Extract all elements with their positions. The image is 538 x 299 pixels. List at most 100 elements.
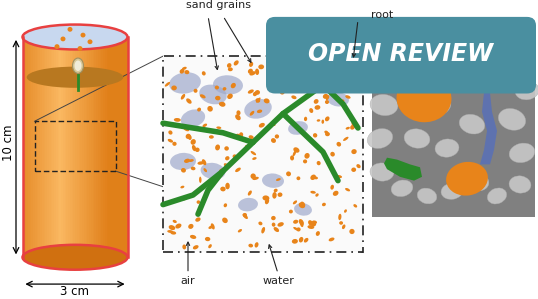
Ellipse shape [309,108,313,113]
Ellipse shape [299,237,303,242]
Ellipse shape [199,177,202,183]
Ellipse shape [188,224,194,229]
Ellipse shape [441,183,463,199]
Polygon shape [56,37,58,257]
Ellipse shape [219,102,222,106]
Ellipse shape [239,132,243,137]
Text: water: water [262,277,294,286]
Polygon shape [79,37,80,257]
Ellipse shape [290,155,294,161]
Ellipse shape [250,111,254,116]
Ellipse shape [515,81,538,100]
Polygon shape [91,37,93,257]
Ellipse shape [231,83,236,88]
Ellipse shape [498,109,526,130]
Ellipse shape [350,125,355,130]
Ellipse shape [189,159,194,162]
Ellipse shape [265,198,269,204]
Ellipse shape [77,46,82,51]
Polygon shape [121,37,122,257]
Polygon shape [89,37,91,257]
Ellipse shape [171,86,177,90]
Polygon shape [384,158,422,181]
Ellipse shape [181,109,205,127]
Text: sand grains: sand grains [186,0,251,10]
Ellipse shape [475,71,499,91]
Ellipse shape [509,143,535,163]
Ellipse shape [195,148,200,152]
Polygon shape [65,37,66,257]
Polygon shape [117,37,119,257]
Ellipse shape [184,159,190,163]
Ellipse shape [351,121,357,126]
Polygon shape [61,37,63,257]
Ellipse shape [255,68,259,75]
Ellipse shape [340,99,344,103]
Ellipse shape [286,76,291,80]
Ellipse shape [314,99,318,104]
Ellipse shape [224,146,229,151]
Ellipse shape [207,106,213,112]
Polygon shape [52,37,54,257]
Ellipse shape [324,71,329,74]
Ellipse shape [205,237,210,241]
Ellipse shape [465,172,489,191]
Ellipse shape [338,214,342,220]
Polygon shape [107,37,108,257]
Ellipse shape [60,36,66,41]
Ellipse shape [251,151,256,155]
Ellipse shape [304,238,308,242]
Polygon shape [103,37,105,257]
Ellipse shape [172,142,176,146]
Ellipse shape [215,96,221,100]
Polygon shape [105,37,107,257]
Ellipse shape [165,82,170,87]
Ellipse shape [310,191,316,194]
Polygon shape [63,37,65,257]
Ellipse shape [446,162,488,196]
Ellipse shape [23,245,128,270]
Ellipse shape [349,229,355,234]
Ellipse shape [296,176,300,180]
Ellipse shape [351,149,357,154]
Ellipse shape [192,145,196,151]
Ellipse shape [351,167,356,172]
Ellipse shape [191,167,195,170]
Ellipse shape [313,133,317,138]
Polygon shape [98,37,100,257]
Polygon shape [68,37,70,257]
Ellipse shape [171,231,176,235]
Ellipse shape [167,230,173,233]
Ellipse shape [293,147,300,153]
Ellipse shape [423,94,451,116]
Ellipse shape [188,135,192,140]
Ellipse shape [305,153,310,159]
Polygon shape [47,37,49,257]
Ellipse shape [168,139,173,143]
Ellipse shape [175,224,181,228]
Ellipse shape [218,172,223,177]
Ellipse shape [314,83,320,89]
Polygon shape [93,37,94,257]
Ellipse shape [286,65,289,72]
Ellipse shape [223,87,226,91]
Ellipse shape [303,159,307,164]
Text: OPEN REVIEW: OPEN REVIEW [308,42,493,66]
Ellipse shape [326,95,329,100]
Ellipse shape [225,183,230,189]
Ellipse shape [261,227,265,234]
Text: 1 mm: 1 mm [487,35,515,45]
Ellipse shape [329,237,335,241]
Ellipse shape [199,85,227,104]
Ellipse shape [202,123,207,127]
Text: 10 cm: 10 cm [3,124,16,161]
Ellipse shape [272,123,275,126]
Polygon shape [86,37,87,257]
Ellipse shape [259,123,265,128]
Ellipse shape [327,92,349,106]
Ellipse shape [345,95,351,99]
Ellipse shape [278,222,284,227]
Ellipse shape [224,163,229,167]
Ellipse shape [370,163,394,181]
Ellipse shape [323,94,328,99]
